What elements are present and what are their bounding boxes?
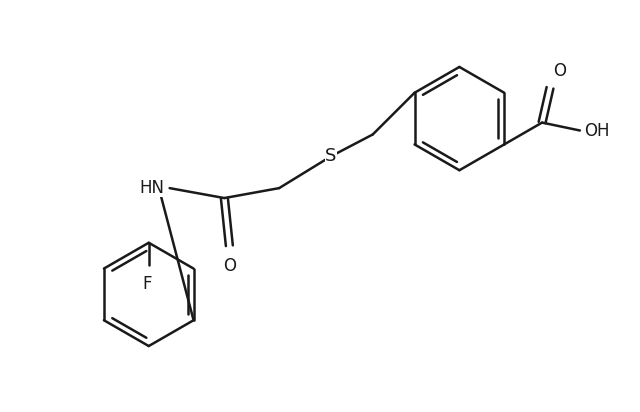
Text: O: O [223,257,236,275]
Text: S: S [325,147,337,165]
Text: HN: HN [140,179,164,197]
Text: O: O [553,62,566,80]
Text: OH: OH [584,122,609,140]
Text: F: F [142,274,152,293]
